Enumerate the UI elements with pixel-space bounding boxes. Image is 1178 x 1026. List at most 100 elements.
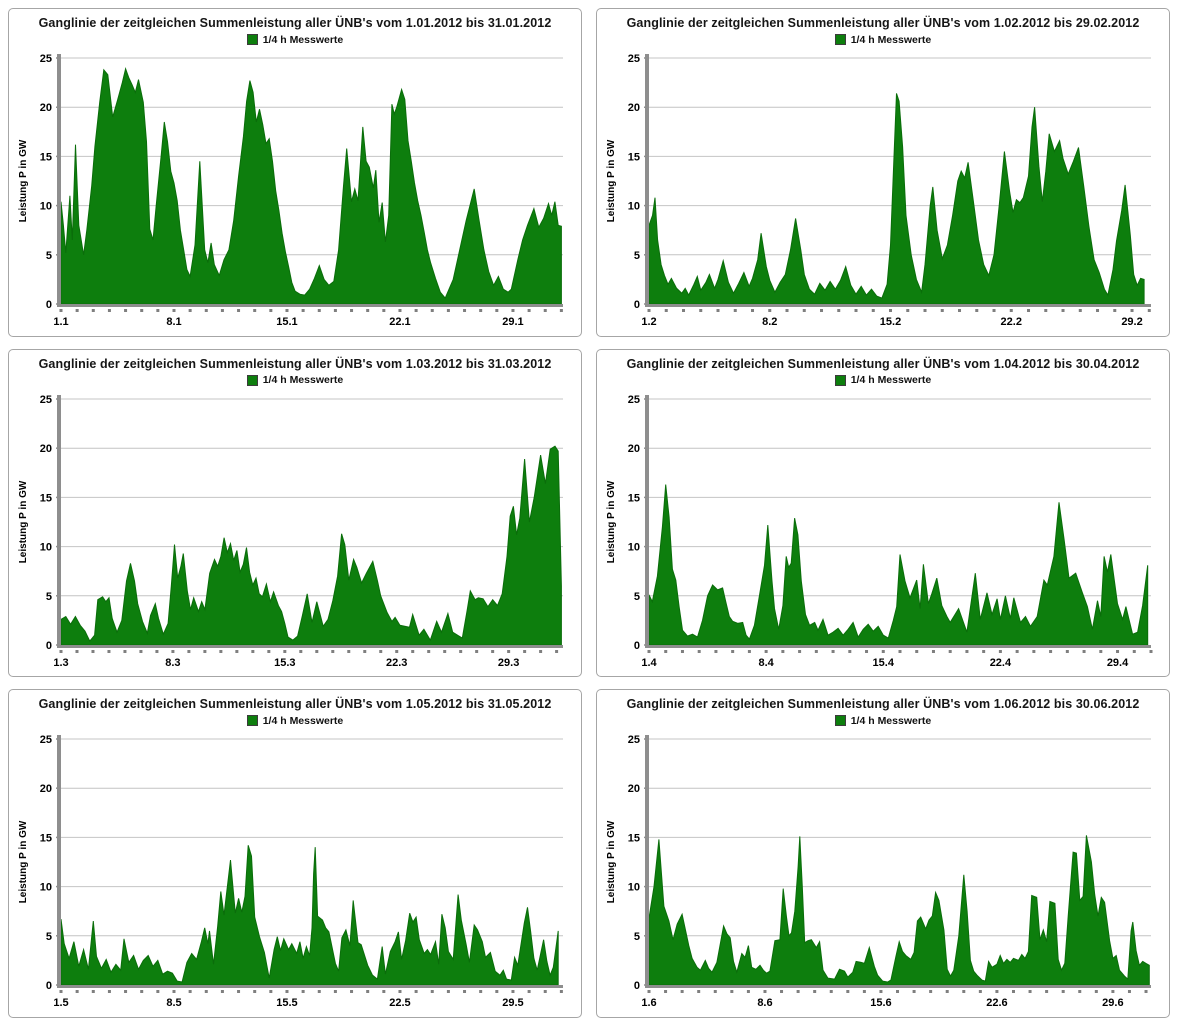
plot-area: 0 5 10 15 20 25 1.4 8.4 15.4 22.4 29.4 Leistung P i…: [606, 394, 1153, 669]
y-tick-label: 5: [634, 931, 640, 943]
x-tick-label: 15.6: [870, 997, 891, 1009]
x-tick-label: 15.1: [276, 316, 297, 328]
day-tick: [379, 649, 383, 653]
y-tick-label: 0: [634, 640, 640, 652]
day-tick: [267, 649, 271, 653]
day-tick: [945, 990, 949, 994]
day-tick: [91, 990, 95, 994]
day-tick: [871, 309, 875, 312]
day-tick: [382, 990, 386, 994]
day-tick: [414, 990, 418, 994]
legend: 1/4 h Messwerte: [603, 373, 1163, 388]
y-tick-label: 15: [628, 492, 640, 504]
y-tick-label: 20: [628, 784, 640, 796]
day-tick: [713, 990, 717, 994]
x-tick-label: 1.1: [53, 316, 68, 328]
y-axis-line: [645, 735, 649, 987]
legend-swatch-icon: [834, 374, 846, 386]
day-tick: [682, 309, 686, 312]
day-tick: [333, 990, 337, 994]
day-tick: [172, 990, 176, 994]
y-axis-title: Leistung P in GW: [18, 139, 29, 222]
day-tick: [796, 990, 800, 994]
legend: 1/4 h Messwerte: [15, 713, 575, 728]
day-tick: [220, 309, 224, 312]
day-tick: [543, 309, 547, 312]
y-tick-label: 25: [628, 53, 640, 65]
legend: 1/4 h Messwerte: [15, 32, 575, 47]
day-tick: [237, 990, 241, 994]
day-tick: [347, 649, 351, 653]
day-tick: [912, 990, 916, 994]
day-tick: [59, 309, 63, 312]
day-tick: [1078, 309, 1082, 312]
day-tick: [382, 309, 386, 312]
day-tick: [107, 649, 111, 653]
day-tick: [733, 309, 737, 312]
x-tick-label: 29.1: [502, 316, 523, 328]
x-tick-label: 22.6: [986, 997, 1007, 1009]
day-tick: [780, 990, 784, 994]
day-tick: [948, 649, 952, 653]
day-tick: [301, 309, 305, 312]
day-tick: [699, 309, 703, 312]
x-tick-label: 8.1: [166, 316, 181, 328]
x-tick-label: 15.3: [274, 657, 295, 669]
y-tick-label: 15: [628, 151, 640, 163]
day-tick: [764, 649, 768, 653]
y-axis-line: [645, 394, 649, 646]
day-tick: [511, 309, 515, 312]
x-tick-label: 8.2: [762, 316, 777, 328]
day-tick: [1027, 309, 1031, 312]
day-tick: [664, 309, 668, 312]
day-tick: [1147, 309, 1151, 312]
day-tick: [124, 309, 128, 312]
x-tick-label: 22.3: [386, 657, 407, 669]
chart-panel-january: Ganglinie der zeitgleichen Summenleistun…: [8, 8, 582, 337]
x-tick-label: 8.3: [165, 657, 180, 669]
day-tick: [865, 649, 869, 653]
day-tick: [427, 649, 431, 653]
chart-panel-june: Ganglinie der zeitgleichen Summenleistun…: [596, 689, 1170, 1018]
day-tick: [446, 309, 450, 312]
x-tick-label: 1.5: [53, 997, 68, 1009]
y-tick-label: 20: [628, 102, 640, 114]
x-tick-label: 15.4: [873, 657, 895, 669]
day-tick: [958, 309, 962, 312]
day-tick: [647, 649, 651, 653]
day-tick: [929, 990, 933, 994]
day-tick: [763, 990, 767, 994]
day-tick: [1044, 309, 1048, 312]
y-tick-label: 0: [634, 980, 640, 992]
x-tick-label: 8.6: [757, 997, 772, 1009]
x-axis-line: [645, 644, 1151, 648]
y-tick-label: 15: [40, 833, 52, 845]
day-tick: [1127, 990, 1131, 994]
day-tick: [91, 649, 95, 653]
day-tick: [59, 649, 63, 653]
day-tick: [366, 309, 370, 312]
y-tick-label: 10: [628, 201, 640, 213]
area-series: [60, 67, 562, 305]
area-series: [648, 835, 1150, 986]
x-axis-line: [57, 985, 563, 989]
day-tick: [802, 309, 806, 312]
day-tick: [398, 309, 402, 312]
day-tick: [107, 990, 111, 994]
day-tick: [965, 649, 969, 653]
day-tick: [1049, 649, 1053, 653]
day-tick: [915, 649, 919, 653]
day-tick: [940, 309, 944, 312]
y-tick-label: 10: [40, 882, 52, 894]
day-tick: [813, 990, 817, 994]
day-tick: [1096, 309, 1100, 312]
day-tick: [731, 649, 735, 653]
y-tick-label: 10: [628, 882, 640, 894]
day-tick: [140, 309, 144, 312]
y-tick-label: 0: [46, 640, 52, 652]
day-tick: [140, 990, 144, 994]
legend-swatch-icon: [834, 34, 846, 45]
day-tick: [75, 649, 79, 653]
y-tick-label: 10: [40, 541, 52, 553]
day-tick: [253, 990, 257, 994]
